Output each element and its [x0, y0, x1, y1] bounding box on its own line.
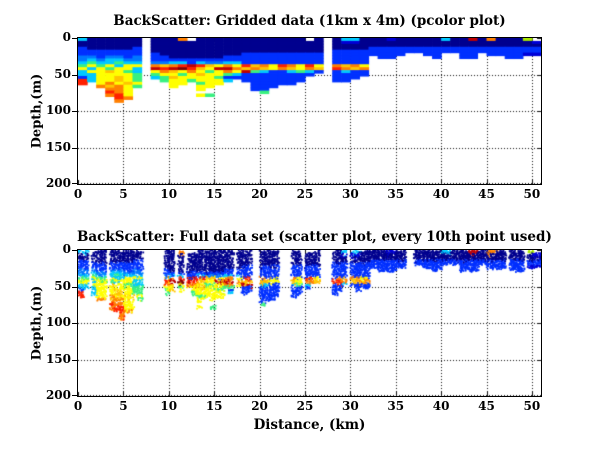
y-axis-tick-mark [72, 183, 77, 184]
x-tick-label: 40 [432, 187, 450, 201]
y-axis-tick-mark [72, 359, 77, 361]
x-tick-label: 35 [387, 399, 405, 413]
x-tick-label: 45 [478, 399, 495, 413]
y-tick-label: 150 [45, 351, 71, 366]
y-tick-label: 100 [45, 103, 71, 117]
x-tick-label: 50 [523, 187, 541, 201]
pcolor-plot-title: BackScatter: Gridded data (1km x 4m) (pc… [113, 13, 506, 29]
x-tick-label: 25 [296, 187, 314, 201]
y-axis-tick-mark [72, 74, 77, 76]
x-tick-label: 35 [387, 187, 405, 201]
y-tick-label: 50 [54, 278, 71, 293]
y-tick-label: 200 [45, 388, 71, 402]
y-tick-label: 100 [45, 315, 71, 329]
x-tick-label: 30 [341, 399, 359, 413]
x-tick-label: 10 [160, 399, 178, 413]
y-axis-tick-mark [72, 395, 77, 396]
x-tick-label: 0 [73, 399, 83, 413]
x-tick-label: 10 [160, 187, 178, 201]
y-axis-tick-mark [72, 250, 77, 251]
y-axis-tick-mark [72, 323, 77, 324]
x-tick-label: 0 [73, 187, 83, 201]
y-tick-label: 0 [62, 242, 71, 256]
x-tick-label: 15 [205, 187, 223, 201]
y-tick-label: 150 [45, 139, 71, 154]
y-tick-label: 0 [62, 30, 71, 44]
pcolor-plot-canvas [78, 38, 541, 184]
x-tick-label: 15 [205, 399, 223, 413]
y-axis-tick-mark [72, 286, 77, 288]
x-tick-label: 5 [119, 399, 128, 413]
y-tick-label: 50 [54, 66, 71, 81]
x-tick-label: 25 [296, 399, 314, 413]
x-tick-label: 20 [251, 187, 268, 201]
x-tick-label: 45 [478, 187, 495, 201]
x-tick-label: 40 [432, 399, 450, 413]
distance-axis-label: Distance, (km) [253, 417, 366, 433]
scatter-plot-title: BackScatter: Full data set (scatter plot… [77, 229, 552, 245]
y-axis-tick-mark [72, 38, 77, 39]
y-axis-tick-mark [72, 147, 77, 149]
x-tick-label: 30 [341, 187, 359, 201]
x-tick-label: 20 [251, 399, 268, 413]
x-tick-label: 5 [119, 187, 128, 201]
scatter-plot-canvas [78, 250, 541, 396]
x-tick-label: 50 [523, 399, 541, 413]
y-axis-tick-mark [72, 111, 77, 112]
y-tick-label: 200 [45, 176, 71, 190]
